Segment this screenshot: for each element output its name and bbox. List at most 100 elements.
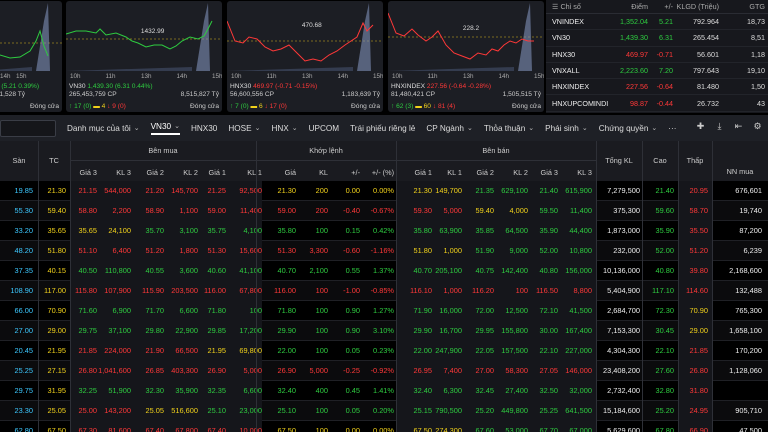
chart-time-label: 15h — [534, 73, 544, 80]
column-divider — [396, 141, 397, 432]
cell-15: 9,000 — [509, 246, 529, 255]
nav-tab-label: ··· — [668, 123, 677, 133]
menu-icon[interactable]: ☰ Chỉ số — [552, 2, 581, 11]
index-row[interactable]: HNXUPCOMINDI 98.87 -0.44 26.732 43 — [546, 95, 768, 112]
cell-9: 200 — [315, 186, 328, 195]
table-row[interactable]: 33.20 35.65 35.65 24,100 35.70 3,100 35.75 4,10… — [0, 221, 768, 241]
collapse-icon[interactable]: ⇤ — [734, 121, 743, 131]
cell-11: -1.16% — [370, 246, 394, 255]
add-icon[interactable]: ✚ — [696, 121, 705, 131]
chart-time-label: 11h — [266, 73, 277, 80]
cell-15: 12,500 — [505, 306, 528, 315]
nav-tab-danh-m-c-c-a-t-i[interactable]: Danh mục của tôi ⌄ — [67, 124, 140, 133]
cell-4: 67.40 — [145, 426, 165, 432]
chevron-down-icon: ⌄ — [466, 125, 473, 132]
row-band — [70, 181, 262, 201]
cell-20: 31.80 — [689, 386, 709, 395]
table-row[interactable]: 108.90 117.00 115.80 107,900 115.90 203,500 11… — [0, 281, 768, 301]
cell-21: 905,710 — [735, 406, 762, 415]
index-value: 1,50 — [751, 82, 765, 92]
nav-tab-th-a-thu-n[interactable]: Thỏa thuận ⌄ — [484, 124, 534, 133]
cell-13: 274,300 — [435, 426, 462, 432]
row-band — [70, 221, 262, 241]
symbol-search-input[interactable] — [0, 119, 56, 137]
nav-tab-upcom[interactable]: UPCOM — [309, 124, 339, 133]
index-row[interactable]: VNXALL 2,223.60 7.20 797.643 19,10 — [546, 63, 768, 80]
cell-16: 116.50 — [535, 286, 558, 295]
chart-hnx30[interactable]: 470.68 10h 11h 13h 14h 15h HNX30 469.97 (-0.71… — [227, 1, 383, 112]
cell-17: 641,500 — [565, 406, 592, 415]
chart-value: 1,183,639 Tỷ — [341, 91, 380, 98]
cell-3: 2,200 — [112, 206, 132, 215]
cell-18: 5,404,900 — [607, 286, 640, 295]
table-row[interactable]: 23.30 25.05 25.00 143,200 25.05 516,600 25.10 2… — [0, 401, 768, 421]
nav-tab--[interactable]: ··· — [668, 124, 676, 133]
cell-12: 59.30 — [413, 206, 433, 215]
cell-13: 5,000 — [443, 206, 463, 215]
nav-tab-cp-ng-nh[interactable]: CP Ngành ⌄ — [426, 124, 473, 133]
table-row[interactable]: 48.20 51.80 51.10 6,400 51.20 1,800 51.30 15,60… — [0, 241, 768, 261]
table-row[interactable]: 66.0070.9071.606,90071.706,60071.8010071… — [0, 301, 768, 321]
cell-8: 22.00 — [277, 346, 297, 355]
cell-1: 25.05 — [47, 406, 67, 415]
chart-hnxindex[interactable]: 228.2 10h 11h 13h 14h 15h HNXINDEX 227.56 (-0.… — [388, 1, 544, 112]
cell-12: 21.30 — [413, 186, 433, 195]
row-band — [678, 341, 712, 361]
table-row[interactable]: 55.30 59.40 58.80 2,200 58.90 1,100 59.00 11,40… — [0, 201, 768, 221]
cell-11: 1.41% — [373, 386, 394, 395]
table-row[interactable]: 37.35 40.15 40.50 110,800 40.55 3,600 40.60 41,… — [0, 261, 768, 281]
cell-3: 224,000 — [104, 346, 131, 355]
index-row[interactable]: HNX30 469.97 -0.71 56.601 1,18 — [546, 47, 768, 63]
chart-vn30[interactable]: 1432.99 10h 11h 13h 14h 15h VN30 1,439.30 (6.3… — [66, 1, 222, 112]
row-band — [396, 421, 596, 432]
row-band — [70, 281, 262, 301]
cell-16: 67.70 — [539, 426, 559, 432]
index-row[interactable]: VNINDEX 1,352.04 5.21 792.964 18,73 — [546, 14, 768, 31]
settings-icon[interactable]: ⚙ — [753, 121, 762, 131]
chart-time-label: 11h — [427, 73, 438, 80]
nav-tab-hnx30[interactable]: HNX30 — [191, 124, 217, 133]
index-row[interactable]: VN30 1,439.30 6.31 265.454 8,51 — [546, 30, 768, 47]
chart-peak-label: 1432.99 — [140, 28, 165, 35]
table-row[interactable]: 29.75 31.95 32.25 51,900 32.30 35,900 32.35 6,6… — [0, 381, 768, 401]
chart-plot — [66, 3, 222, 71]
nav-tab-hnx[interactable]: HNX ⌄ — [271, 124, 297, 133]
nav-tab-label: HOSE — [228, 123, 252, 133]
nav-tab-ch-ng-quy-n[interactable]: Chứng quyền ⌄ — [599, 124, 658, 133]
nav-tab-vn30[interactable]: VN30 ⌄ — [150, 122, 180, 135]
cell-18: 5,629,600 — [607, 426, 640, 432]
cell-5: 22,900 — [175, 326, 198, 335]
subcol-11: KL 1 — [447, 168, 462, 177]
cell-2: 21.15 — [78, 186, 98, 195]
row-band — [396, 381, 596, 401]
cell-0: 108.90 — [10, 286, 33, 295]
cell-11: 0.42% — [373, 226, 394, 235]
cell-4: 35.70 — [145, 226, 165, 235]
subcol-13: KL 2 — [513, 168, 528, 177]
board-table-body: 19.85 21.30 21.15 544,000 21.20 145,700 21.25 9… — [0, 181, 768, 432]
table-row[interactable]: 19.85 21.30 21.15 544,000 21.20 145,700 21.25 9… — [0, 181, 768, 201]
chevron-down-icon: ⌄ — [528, 125, 535, 132]
index-change: -0.64 — [656, 82, 673, 92]
nav-tab-ph-i-sinh[interactable]: Phái sinh ⌄ — [545, 124, 588, 133]
table-row[interactable]: 20.45 21.95 21.85 224,000 21.90 66,500 21.95 69… — [0, 341, 768, 361]
row-band — [678, 421, 712, 432]
cell-20: 51.20 — [689, 246, 709, 255]
cell-3: 81,600 — [108, 426, 131, 432]
download-icon[interactable]: ⤓ — [717, 121, 722, 131]
table-row[interactable]: 27.00 29.00 29.75 37,100 29.80 22,900 29.85 17,… — [0, 321, 768, 341]
nav-tab-tr-i-phi-u-ri-ng-l-[interactable]: Trái phiếu riêng lẻ — [350, 124, 415, 133]
nav-tab-hose[interactable]: HOSE ⌄ — [228, 124, 260, 133]
table-row[interactable]: 62.80 67.50 67.30 81,600 67.40 67,800 67.40 10,… — [0, 421, 768, 432]
index-change: 5.21 — [659, 17, 673, 27]
cell-15: 629,100 — [501, 186, 528, 195]
row-band — [70, 261, 262, 281]
index-name: HNXUPCOMINDI — [552, 98, 608, 108]
index-row[interactable]: HNXINDEX 227.56 -0.64 81.480 1,50 — [546, 79, 768, 96]
table-row[interactable]: 25.25 27.15 26.80 1,041,600 26.85 403,300 26.9… — [0, 361, 768, 381]
row-band — [70, 321, 262, 341]
chart-info: HNXINDEX 227.56 (-0.64 -0.28%) 81,480,421… — [391, 83, 541, 99]
cell-20: 26.80 — [689, 366, 709, 375]
